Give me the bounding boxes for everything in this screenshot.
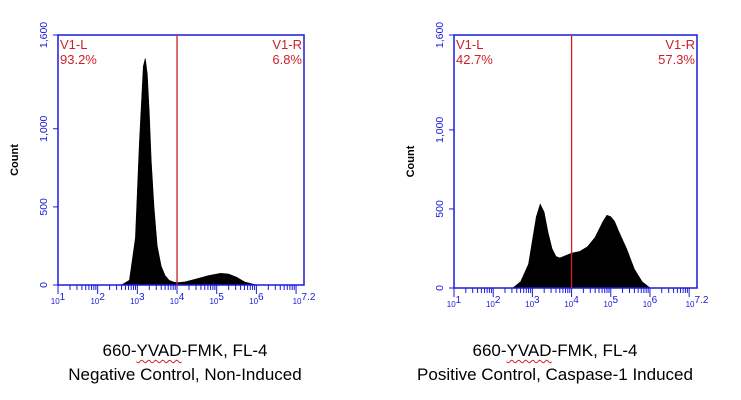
x-tick-label: 104 xyxy=(170,292,185,306)
histogram-chart-negative: V1-L93.2% V1-R6.8% 0 500 1,000 1,600 Count 101 1… xyxy=(9,22,316,306)
x-tick-label: 101 xyxy=(51,292,66,306)
histogram-area xyxy=(120,58,257,286)
x-tick-label: 106 xyxy=(643,295,658,309)
caption-underlined: YVAD xyxy=(136,341,182,360)
plot-frame xyxy=(57,34,305,286)
x-tick-label: 106 xyxy=(249,292,264,306)
y-tick-label: 1,000 xyxy=(434,117,446,143)
y-tick-label: 0 xyxy=(38,282,50,288)
y-axis-label: Count xyxy=(9,144,21,176)
x-tick-label: 104 xyxy=(564,295,579,309)
x-tick-label: 105 xyxy=(604,295,619,309)
caption-prefix: 660- xyxy=(102,341,137,360)
gate-left-percent: 93.2% xyxy=(60,52,97,67)
histogram-area xyxy=(511,203,651,289)
x-tick-label: 102 xyxy=(90,292,105,306)
plot-frame xyxy=(453,34,698,289)
gate-left-label: V1-L xyxy=(456,37,483,52)
histogram-chart-positive: V1-L42.7% V1-R57.3% 0 500 1,000 1,600 Count 101… xyxy=(405,22,709,309)
gate-right-percent: 57.3% xyxy=(658,52,695,67)
y-tick-label: 500 xyxy=(38,198,50,216)
x-tick-label: 105 xyxy=(209,292,224,306)
histogram-panel-positive: V1-L 42.7% V1-R 57.3% 0 500 1,000 1,600 Count 101… xyxy=(370,0,740,400)
x-tick-label: 107.2 xyxy=(293,292,316,306)
caption-suffix: -FMK, FL-4 xyxy=(551,341,638,360)
caption-line1-positive: 660-YVAD-FMK, FL-4 xyxy=(370,340,740,362)
caption-prefix: 660- xyxy=(472,341,507,360)
x-tick-label: 102 xyxy=(486,295,501,309)
gate-left-label: V1-L xyxy=(60,37,87,52)
y-axis-label: Count xyxy=(405,145,417,177)
y-tick-label: 1,600 xyxy=(38,22,50,48)
caption-underlined: YVAD xyxy=(506,341,552,360)
histogram-panel-negative: V1-L 93.2% V1-R 6.8% 0 500 1,000 1,600 Count 101 1… xyxy=(0,0,370,400)
x-tick-label: 103 xyxy=(525,295,540,309)
x-tick-label: 103 xyxy=(130,292,145,306)
caption-line1-negative: 660-YVAD-FMK, FL-4 xyxy=(0,340,370,362)
gate-right-label: V1-R xyxy=(272,37,302,52)
y-tick-label: 0 xyxy=(434,285,446,291)
x-tick-label: 107.2 xyxy=(686,295,709,309)
gate-right-label: V1-R xyxy=(665,37,695,52)
x-tick-label: 101 xyxy=(447,295,462,309)
caption-line2-negative: Negative Control, Non-Induced xyxy=(68,365,302,384)
y-tick-label: 1,600 xyxy=(434,22,446,48)
caption-line2-positive: Positive Control, Caspase-1 Induced xyxy=(417,365,693,384)
y-tick-label: 1,000 xyxy=(38,115,50,141)
gate-left-percent: 42.7% xyxy=(456,52,493,67)
caption-suffix: -FMK, FL-4 xyxy=(181,341,268,360)
y-tick-label: 500 xyxy=(434,200,446,218)
gate-right-percent: 6.8% xyxy=(272,52,302,67)
